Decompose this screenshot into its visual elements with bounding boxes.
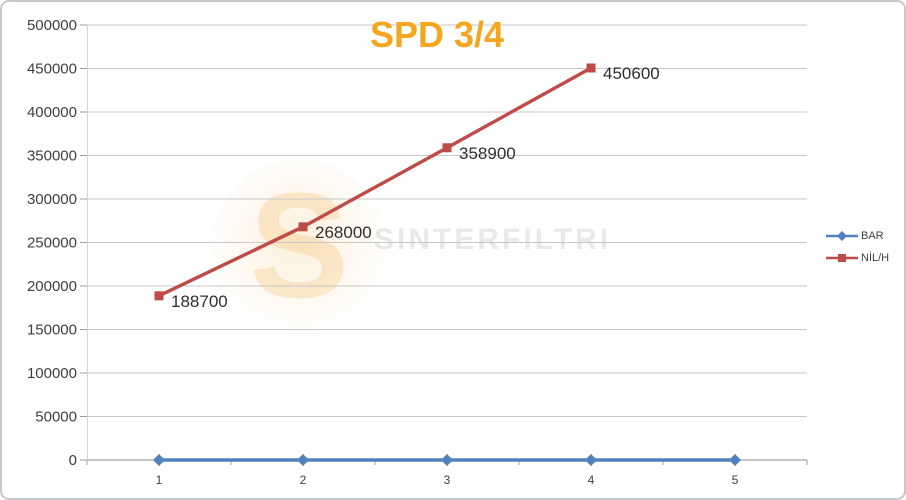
x-tick-label: 3 bbox=[444, 473, 451, 487]
series-BAR bbox=[153, 454, 741, 466]
sinterfiltri-logo: S bbox=[210, 160, 388, 338]
data-label: 268000 bbox=[315, 223, 372, 242]
x-tick-label: 5 bbox=[732, 473, 739, 487]
legend-label-bar: BAR bbox=[861, 230, 884, 242]
data-point-marker bbox=[585, 454, 597, 466]
y-tick-label: 150000 bbox=[27, 322, 77, 339]
x-tick-label: 2 bbox=[300, 473, 307, 487]
sinterfiltri-watermark-text: SINTERFILTRI bbox=[374, 223, 612, 256]
data-point-marker bbox=[297, 454, 309, 466]
y-tick-label: 350000 bbox=[27, 148, 77, 165]
y-tick-label: 100000 bbox=[27, 365, 77, 382]
x-tick-label: 4 bbox=[588, 473, 595, 487]
x-axis-labels: 1 2 3 4 5 bbox=[156, 473, 739, 487]
legend-item-nil-h[interactable]: NİL/H bbox=[826, 251, 889, 265]
gridlines bbox=[80, 24, 808, 465]
y-tick-label: 50000 bbox=[35, 409, 77, 426]
data-point-marker bbox=[586, 63, 596, 73]
x-tick-label: 1 bbox=[156, 473, 163, 487]
y-axis-labels: 0 50000 100000 150000 200000 250000 300000 3500… bbox=[27, 17, 77, 469]
legend: BAR NİL/H bbox=[826, 229, 889, 265]
data-labels: 188700 268000 358900 450600 bbox=[171, 64, 660, 311]
data-label: 358900 bbox=[459, 144, 516, 163]
legend-marker-bar-icon bbox=[826, 231, 858, 241]
y-tick-label: 450000 bbox=[27, 61, 77, 78]
series-NİL/H bbox=[154, 63, 596, 301]
data-point-marker bbox=[153, 454, 165, 466]
legend-item-bar[interactable]: BAR bbox=[826, 229, 889, 243]
y-tick-label: 400000 bbox=[27, 104, 77, 121]
y-tick-label: 500000 bbox=[27, 17, 77, 34]
data-label: 450600 bbox=[603, 64, 660, 83]
y-tick-label: 200000 bbox=[27, 278, 77, 295]
data-point-marker bbox=[441, 454, 453, 466]
data-point-marker bbox=[154, 291, 164, 301]
data-point-marker bbox=[729, 454, 741, 466]
data-point-marker bbox=[442, 143, 452, 153]
chart-title: SPD 3/4 bbox=[369, 14, 505, 55]
y-tick-label: 0 bbox=[69, 452, 77, 469]
data-point-marker bbox=[298, 222, 308, 232]
data-label: 188700 bbox=[171, 292, 228, 311]
y-tick-label: 250000 bbox=[27, 235, 77, 252]
series-line bbox=[158, 66, 592, 298]
legend-marker-nil-h-icon bbox=[826, 254, 858, 262]
legend-label-nil-h: NİL/H bbox=[861, 252, 890, 264]
y-tick-label: 300000 bbox=[27, 191, 77, 208]
